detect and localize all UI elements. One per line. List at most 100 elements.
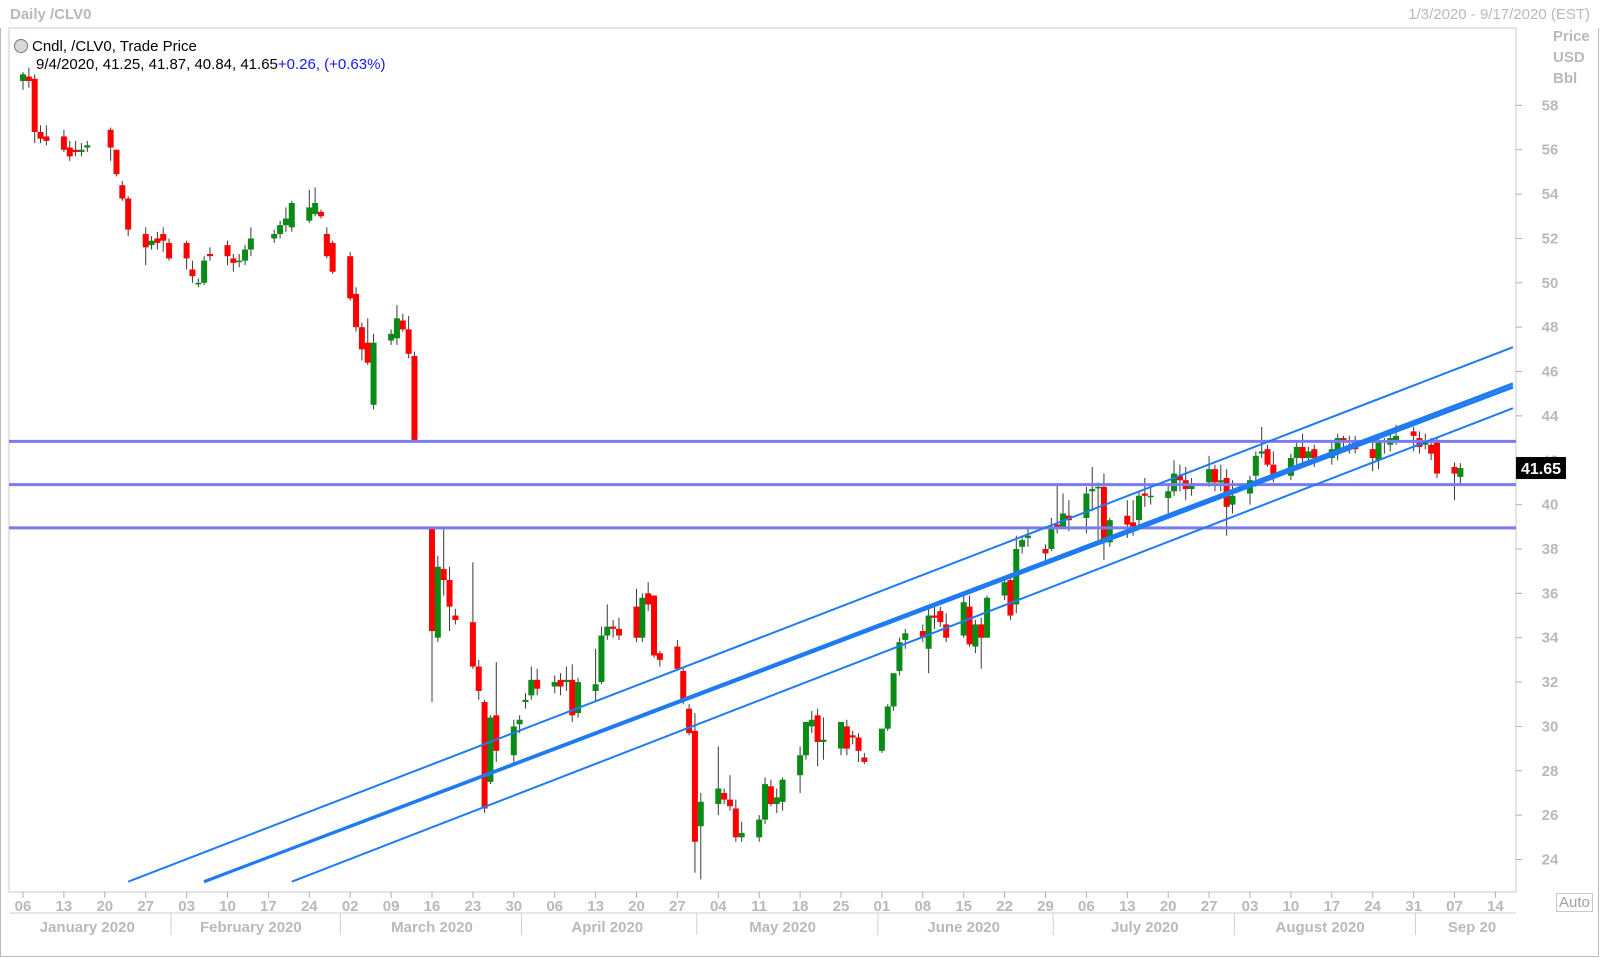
candle-body [820, 739, 827, 742]
candle-up [960, 595, 967, 638]
candle-up [575, 677, 582, 718]
y-tick-label: 48 [1542, 319, 1559, 336]
x-tick-label: 27 [137, 898, 154, 915]
candle-down [358, 322, 365, 361]
candle-body [1054, 524, 1061, 527]
candle-body [902, 633, 909, 640]
candle-down [493, 662, 500, 762]
x-tick-label: 18 [792, 898, 809, 915]
x-tick-label: 24 [301, 898, 318, 915]
candle-body [329, 242, 336, 272]
candle-body [166, 242, 173, 259]
candle-down [66, 140, 73, 161]
candle-body [1211, 469, 1218, 483]
candle-up [896, 637, 903, 676]
x-tick-label: 06 [15, 898, 32, 915]
candle-body [721, 792, 728, 800]
candle-body [189, 269, 196, 277]
candle-up [878, 728, 885, 754]
series-legend-icon[interactable] [14, 39, 28, 53]
candle-body [1135, 495, 1142, 521]
candle-body [1106, 520, 1113, 543]
candle-body [610, 626, 617, 629]
candle-body [487, 717, 494, 782]
candle-body [656, 653, 663, 660]
ohlc-values: 9/4/2020, 41.25, 41.87, 40.84, 41.65 [36, 56, 278, 73]
candle-up [1024, 526, 1031, 547]
candle-body [726, 799, 733, 807]
candle-body [399, 320, 406, 330]
candle-body [1171, 473, 1178, 492]
candle-down [1264, 444, 1271, 467]
series-info: Cndl, /CLV0, Trade Price 9/4/2020, 41.25… [14, 36, 385, 76]
candle-body [1229, 495, 1236, 505]
candle-body [1311, 449, 1318, 459]
candle-down [861, 753, 868, 765]
candle-down [1451, 462, 1458, 501]
candle-down [446, 566, 453, 632]
x-tick-label: 01 [874, 898, 891, 915]
candle-down [230, 253, 237, 272]
candle-down [37, 125, 44, 144]
candle-body [66, 147, 73, 157]
candle-up [820, 717, 827, 760]
candle-body [1252, 455, 1259, 476]
candle-body [277, 225, 284, 235]
axis-header-unit: Bbl [1553, 70, 1578, 87]
y-tick-label: 36 [1542, 585, 1559, 602]
month-label: Sep 20 [1448, 919, 1496, 936]
candle-body [884, 706, 891, 729]
chart-symbol-title[interactable]: Daily /CLV0 [10, 6, 92, 23]
candle-down [645, 582, 652, 612]
candle-down [347, 251, 354, 301]
candle-body [271, 234, 278, 239]
candle-down [475, 659, 482, 700]
candle-body [183, 242, 190, 259]
candle-body [1451, 466, 1458, 474]
candle-body [1176, 475, 1183, 481]
month-label: April 2020 [571, 919, 643, 936]
price-change: +0.26, (+0.63%) [277, 56, 386, 73]
candle-body [802, 721, 809, 756]
candle-up [370, 333, 377, 410]
candle-body [592, 684, 599, 691]
x-tick-label: 23 [465, 898, 482, 915]
trend-line [291, 407, 1514, 883]
candle-body [1007, 580, 1014, 616]
x-tick-label: 27 [669, 898, 686, 915]
candle-body [1270, 464, 1277, 476]
candle-body [534, 679, 541, 689]
chart-header: Daily /CLV0 1/3/2020 - 9/17/2020 (EST) [0, 0, 1600, 28]
month-label: February 2020 [200, 919, 302, 936]
y-tick-label: 46 [1542, 364, 1559, 381]
candle-body [1042, 548, 1049, 554]
auto-scale-button[interactable]: Auto [1556, 893, 1593, 912]
candle-down [855, 733, 862, 762]
candle-body [247, 238, 254, 250]
candle-body [808, 719, 815, 727]
candle-body [148, 240, 155, 246]
y-tick-label: 56 [1542, 142, 1559, 159]
candle-body [1422, 442, 1429, 445]
candle-body [1100, 486, 1107, 541]
candle-up [1135, 491, 1142, 527]
candle-body [563, 679, 570, 683]
candle-body [1375, 442, 1382, 461]
x-tick-label: 07 [1446, 898, 1463, 915]
candle-body [510, 726, 517, 756]
candle-down [440, 529, 447, 596]
y-tick-label: 24 [1542, 852, 1559, 869]
candle-body [984, 597, 991, 638]
candle-body [60, 136, 67, 150]
candle-up [277, 220, 284, 239]
candle-up [1247, 475, 1253, 505]
y-tick-label: 44 [1542, 408, 1559, 425]
candle-up [1375, 438, 1382, 470]
candle-up [1165, 484, 1172, 514]
candle-body [142, 234, 149, 248]
candle-up [1188, 478, 1195, 496]
candle-up [551, 675, 558, 694]
candle-down [569, 664, 576, 722]
candle-body [353, 293, 360, 328]
